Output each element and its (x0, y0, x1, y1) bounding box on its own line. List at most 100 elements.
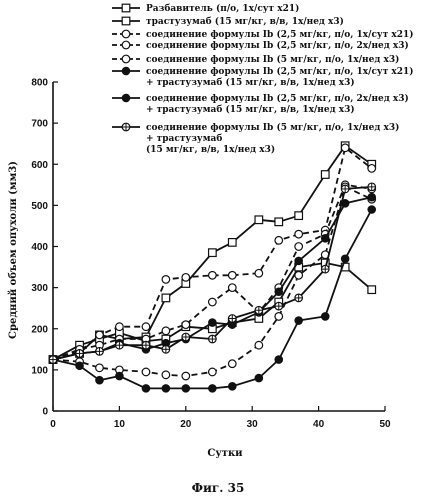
y-axis-label: Средний объем опухоли (мм3) (8, 161, 19, 339)
series-7-point (181, 384, 191, 393)
legend-marker (121, 29, 131, 39)
series-1-point (161, 293, 171, 303)
series-8-point (114, 340, 124, 350)
series-8-point (274, 301, 284, 311)
series-6-point (320, 233, 330, 243)
series-5-point (181, 371, 191, 381)
legend-marker (121, 40, 131, 50)
legend-label: соединение формулы Ib (2,5 мг/кг, п/о, 1… (146, 29, 414, 40)
series-4-point (181, 320, 191, 330)
series-7-point (254, 373, 264, 383)
series-3-point (294, 229, 304, 239)
y-tick-label: 200 (31, 324, 48, 335)
legend-marker (121, 16, 131, 26)
x-tick-label: 50 (379, 419, 391, 430)
series-5-point (95, 363, 104, 373)
series-8-point (48, 355, 58, 364)
series-3-point (254, 268, 264, 278)
series-8-point (181, 332, 191, 342)
series-4-point (161, 326, 171, 336)
series-7-point (161, 384, 171, 393)
series-5-point (141, 367, 151, 377)
series-3-point (161, 275, 171, 284)
figure-caption: Фиг. 35 (192, 481, 245, 495)
series-5-point (161, 370, 171, 380)
series-1-point (294, 211, 304, 221)
series-7-point (294, 316, 303, 325)
legend-label: соединение формулы Ib (2,5 мг/кг, п/о, 2… (146, 93, 409, 104)
series-3-point (340, 143, 350, 153)
series-7-point (227, 382, 237, 391)
series-8-point (95, 346, 104, 356)
series-1-point (227, 237, 237, 247)
legend-marker (121, 66, 131, 76)
x-tick-label: 0 (50, 419, 56, 430)
series-8-point (207, 334, 217, 344)
series-8-point (254, 305, 264, 315)
series-2-point (367, 285, 377, 295)
series-6-point (367, 192, 377, 202)
series-4-point (294, 242, 304, 251)
series-7-point (115, 371, 124, 381)
series-1-point (207, 248, 217, 258)
axes: 0 100 200 300 400 500 600 700 800 0 10 20 30 40 50 (31, 78, 391, 431)
legend-entry-5: соединение формулы Ib (5 мг/кг, п/о, 1х/… (112, 54, 399, 65)
legend-label: трастузумаб (15 мг/кг, в/в, 1х/нед х3) (146, 16, 344, 27)
legend-label: + трастузумаб (15 мг/кг, в/в, 1х/нед х3) (146, 77, 355, 88)
y-tick-label: 600 (31, 160, 48, 171)
series-5-point (227, 359, 237, 369)
series-1-point (254, 215, 264, 225)
x-axis-label: Сутки (207, 448, 243, 459)
y-tick-label: 0 (42, 407, 48, 418)
series-5-point (274, 312, 284, 321)
legend-label: + трастузумаб (15 мг/кг, в/в, 1х/нед х3) (146, 104, 355, 115)
legend-label: Разбавитель (п/о, 1х/сут х21) (146, 3, 299, 14)
series-3-point (227, 270, 237, 280)
legend-label: соединение формулы Ib (5 мг/кг, п/о, 1х/… (146, 122, 399, 133)
y-tick-label: 400 (31, 242, 48, 253)
series-7-point (274, 355, 284, 364)
y-tick-label: 300 (31, 283, 48, 294)
series-8-point (141, 340, 151, 350)
legend-entry-4: соединение формулы Ib (2,5 мг/кг, п/о, 2… (112, 40, 409, 51)
legend-entry-3: соединение формулы Ib (2,5 мг/кг, п/о, 1… (112, 29, 414, 40)
y-tick-label: 800 (31, 78, 48, 89)
series-8-point (161, 344, 171, 354)
legend-entry-8: соединение формулы Ib (5 мг/кг, п/о, 1х/… (112, 122, 399, 155)
x-tick-label: 30 (247, 419, 259, 430)
legend-entry-7: соединение формулы Ib (2,5 мг/кг, п/о, 2… (112, 93, 409, 115)
series-1-point (274, 217, 284, 227)
legend-label: соединение формулы Ib (5 мг/кг, п/о, 1х/… (146, 54, 399, 65)
legend-marker (121, 122, 131, 132)
series-layer (48, 141, 377, 393)
legend-label: соединение формулы Ib (2,5 мг/кг, п/о, 2… (146, 40, 409, 51)
series-7-point (75, 361, 84, 371)
series-6-point (294, 256, 303, 266)
legend-marker (121, 93, 131, 103)
series-5-point (254, 340, 264, 350)
legend: Разбавитель (п/о, 1х/сут х21) трастузумаб… (112, 3, 414, 155)
series-8-point (367, 182, 377, 192)
legend-entry-6: соединение формулы Ib (2,5 мг/кг, п/о, 1… (112, 66, 414, 88)
series-8-point (227, 314, 237, 323)
legend-entry-2: трастузумаб (15 мг/кг, в/в, 1х/нед х3) (112, 16, 344, 27)
legend-label: (15 мг/кг, в/в, 1х/нед х3) (146, 144, 275, 155)
y-tick-label: 500 (31, 201, 48, 212)
series-7-point (141, 384, 151, 393)
series-8-point (320, 264, 330, 274)
x-tick-label: 10 (114, 419, 126, 430)
series-7-point (340, 254, 350, 264)
series-3-point (367, 163, 377, 173)
series-3-point (114, 322, 124, 332)
series-8-point (294, 293, 304, 303)
series-7-point (208, 384, 217, 393)
legend-label: + трастузумаб (146, 133, 222, 144)
series-4-point (227, 283, 237, 293)
series-3-point (207, 270, 217, 280)
series-8-point (75, 349, 84, 358)
series-5-point (294, 270, 304, 280)
series-3 (48, 143, 377, 364)
series-3-line (52, 146, 373, 361)
legend-marker (121, 54, 131, 64)
